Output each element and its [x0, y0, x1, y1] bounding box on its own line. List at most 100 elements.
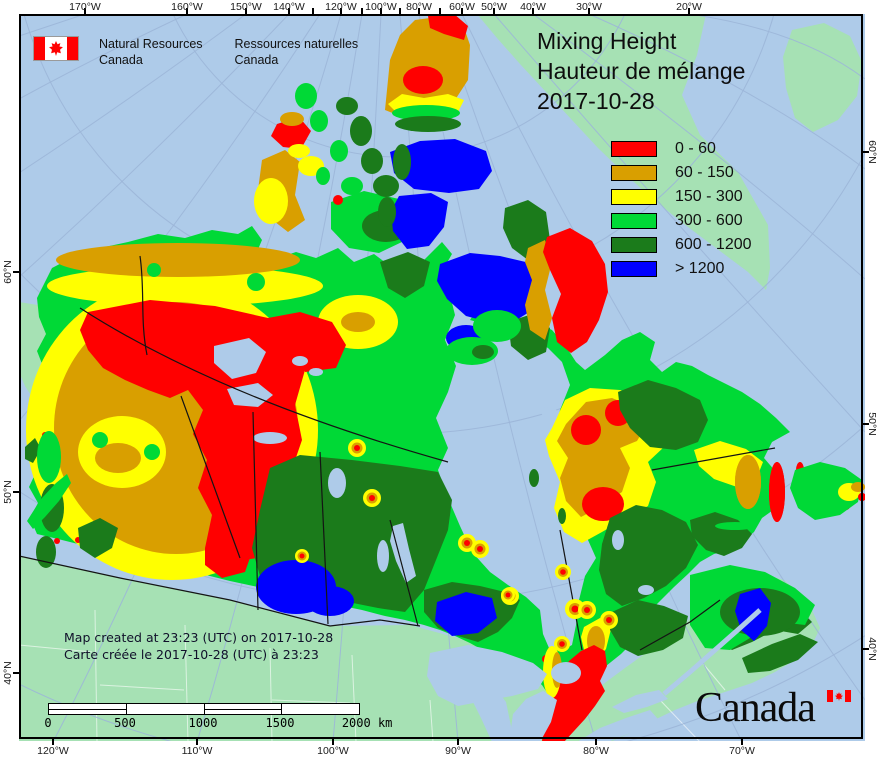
axis-label: 120°W	[325, 1, 357, 13]
axis-tick	[84, 8, 86, 15]
axis-label: 160°W	[171, 1, 203, 13]
legend-swatch	[611, 237, 657, 253]
axis-label: 90°W	[445, 745, 471, 757]
created-note: Map created at 23:23 (UTC) on 2017-10-28…	[64, 629, 333, 663]
legend-row: 300 - 600	[611, 209, 752, 233]
axis-label: 60°N	[2, 260, 14, 284]
axis-label: 70°W	[729, 745, 755, 757]
dept-fr-line1: Ressources naturelles	[234, 37, 359, 51]
axis-tick	[862, 151, 869, 153]
axis-label: 120°W	[37, 745, 69, 757]
legend-label: 0 - 60	[675, 140, 716, 157]
axis-tick	[688, 8, 690, 15]
axis-label: 100°W	[365, 1, 397, 13]
scale-label: 2000 km	[341, 716, 393, 730]
scale-label: 0	[44, 716, 52, 730]
axis-tick	[13, 491, 20, 493]
great-bear-lake	[214, 338, 266, 379]
legend-label: 60 - 150	[675, 164, 734, 181]
axis-tick	[457, 738, 459, 745]
legend-label: > 1200	[675, 260, 725, 277]
legend-row: 60 - 150	[611, 161, 752, 185]
title-en: Mixing Height	[537, 28, 677, 54]
axis-label: 50°N	[866, 412, 878, 436]
axis-label: 100°W	[317, 745, 349, 757]
axis-label: 50°W	[481, 1, 507, 13]
axis-label: 40°N	[866, 637, 878, 661]
axis-tick	[13, 672, 20, 674]
legend-label: 600 - 1200	[675, 236, 752, 253]
axis-tick	[588, 8, 590, 15]
lake-erie	[578, 710, 658, 741]
maple-leaf-icon	[49, 41, 63, 56]
legend-swatch	[611, 141, 657, 157]
scale-bar	[48, 703, 360, 715]
scale-segment	[125, 704, 204, 714]
axis-tick	[741, 738, 743, 745]
legend-row: 0 - 60	[611, 137, 752, 161]
scale-segment	[49, 704, 126, 714]
axis-tick	[418, 8, 420, 15]
dept-en-line2: Canada	[99, 53, 143, 67]
legend-row: 150 - 300	[611, 185, 752, 209]
axis-tick	[340, 8, 342, 15]
legend-row: > 1200	[611, 257, 752, 281]
inland-water	[214, 338, 762, 741]
arctic-islands	[254, 14, 608, 365]
canada-wordmark: Canada	[695, 685, 816, 731]
axis-tick	[595, 738, 597, 745]
axis-label: 40°W	[520, 1, 546, 13]
axis-tick	[862, 423, 869, 425]
axis-tick	[461, 8, 463, 15]
lake-superior	[427, 645, 547, 706]
axis-tick	[196, 738, 198, 745]
dept-name-fr: Ressources naturelles Canada	[235, 36, 359, 68]
axis-label: 50°N	[2, 480, 14, 504]
axis-label: 60°N	[866, 140, 878, 164]
axis-tick	[245, 8, 247, 15]
canada-flag-icon	[33, 36, 79, 61]
nrcan-header: Natural Resources Canada Ressources natu…	[33, 36, 358, 68]
legend-swatch	[611, 165, 657, 181]
axis-tick	[332, 738, 334, 745]
axis-label: 150°W	[230, 1, 262, 13]
dept-name-en: Natural Resources Canada	[99, 36, 203, 68]
dept-en-line1: Natural Resources	[99, 37, 203, 51]
scale-segment	[203, 704, 282, 714]
reindeer-lake	[328, 468, 346, 498]
axis-tick	[380, 8, 382, 15]
axis-tick	[862, 648, 869, 650]
axis-label: 60°W	[449, 1, 475, 13]
legend: 0 - 60 60 - 150 150 - 300 300 - 600 600 - 12…	[611, 137, 752, 281]
axis-label: 110°W	[181, 745, 213, 757]
axis-tick	[361, 8, 363, 15]
scale-label: 1000	[188, 716, 218, 730]
scale-label: 1500	[265, 716, 295, 730]
axis-tick	[13, 271, 20, 273]
axis-label: 40°N	[2, 661, 14, 685]
axis-label: 30°W	[576, 1, 602, 13]
axis-tick	[439, 8, 441, 15]
legend-swatch	[611, 213, 657, 229]
greenland-east-island	[783, 23, 862, 132]
axis-tick	[532, 8, 534, 15]
borders	[19, 255, 776, 651]
lake-athabasca	[253, 432, 287, 444]
scale-segment	[281, 704, 359, 714]
lake-winnipeg	[390, 523, 416, 583]
axis-label: 140°W	[273, 1, 305, 13]
legend-label: 150 - 300	[675, 188, 743, 205]
axis-label: 80°W	[406, 1, 432, 13]
maple-leaf-icon	[835, 691, 843, 701]
legend-label: 300 - 600	[675, 212, 743, 229]
lake-ontario	[612, 690, 668, 713]
axis-tick	[493, 8, 495, 15]
created-note-fr: Carte créée le 2017-10-28 (UTC) à 23:23	[64, 647, 319, 662]
wordmark-flag-icon	[827, 690, 851, 702]
scale-label: 500	[114, 716, 136, 730]
created-note-en: Map created at 23:23 (UTC) on 2017-10-28	[64, 630, 334, 645]
axis-tick	[52, 738, 54, 745]
map-title: Mixing Height Hauteur de mélange 2017-10…	[537, 26, 745, 116]
legend-row: 600 - 1200	[611, 233, 752, 257]
